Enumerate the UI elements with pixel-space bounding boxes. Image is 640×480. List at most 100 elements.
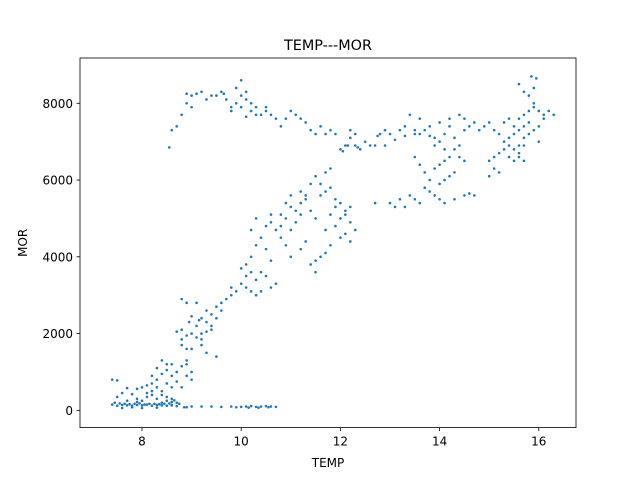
data-point [160, 401, 164, 404]
data-point [349, 205, 352, 209]
data-point [190, 105, 193, 109]
data-point [408, 113, 412, 117]
data-point [289, 109, 293, 113]
data-point [349, 220, 352, 224]
data-point [547, 109, 551, 113]
data-point [423, 186, 427, 190]
data-points [110, 75, 555, 410]
data-point [324, 228, 327, 232]
data-point [443, 148, 446, 151]
x-tick-label: 14 [432, 435, 447, 449]
data-point [155, 378, 159, 381]
data-point [512, 125, 516, 128]
data-point [244, 286, 248, 289]
data-point [532, 128, 536, 132]
data-point [349, 240, 352, 243]
data-point [512, 148, 516, 151]
data-point [339, 217, 342, 220]
data-point [180, 328, 183, 332]
data-point [527, 94, 531, 97]
data-point [284, 201, 288, 205]
data-point [239, 405, 243, 409]
data-point [264, 274, 268, 278]
data-point [123, 402, 126, 406]
data-point [428, 134, 431, 138]
data-point [507, 136, 511, 140]
data-point [502, 148, 506, 151]
data-point [418, 117, 422, 120]
data-point [113, 401, 117, 404]
y-tick-label: 6000 [42, 174, 73, 188]
data-point [135, 403, 139, 407]
data-point [269, 220, 273, 224]
data-point [148, 402, 151, 406]
data-point [304, 194, 307, 197]
data-point [170, 404, 174, 407]
data-point [522, 144, 526, 147]
data-point [334, 132, 337, 136]
data-point [170, 362, 174, 366]
data-point [254, 243, 258, 247]
data-point [314, 259, 317, 262]
data-point [314, 217, 317, 220]
data-point [150, 393, 154, 397]
data-point [433, 144, 436, 147]
data-point [229, 293, 233, 297]
data-point [458, 144, 461, 147]
data-point [423, 128, 427, 132]
data-point [314, 132, 317, 136]
data-point [170, 400, 174, 404]
data-point [197, 318, 201, 322]
data-point [294, 113, 298, 117]
data-point [115, 404, 119, 408]
y-tick-label: 2000 [42, 327, 73, 341]
data-point [468, 125, 471, 128]
data-point [448, 125, 451, 128]
data-point [537, 109, 541, 113]
data-point [289, 205, 293, 209]
data-point [319, 255, 322, 259]
data-point [517, 82, 521, 86]
data-point [344, 213, 347, 216]
data-point [220, 405, 223, 409]
data-point [468, 192, 471, 195]
data-point [438, 163, 441, 166]
data-point [244, 274, 248, 278]
data-point [443, 178, 446, 182]
data-point [125, 386, 129, 390]
data-point [339, 236, 342, 239]
data-point [135, 400, 139, 404]
data-point [458, 113, 461, 117]
data-point [155, 406, 159, 409]
data-point [254, 217, 258, 220]
data-point [185, 359, 188, 362]
data-point [200, 405, 203, 408]
data-point [324, 171, 327, 174]
data-point [205, 309, 208, 312]
data-point [138, 402, 141, 405]
data-point [145, 403, 149, 406]
data-point [502, 140, 506, 143]
data-point [145, 395, 149, 399]
data-point [473, 121, 476, 124]
data-point [324, 132, 327, 136]
x-tick-label: 8 [138, 435, 146, 449]
data-point [259, 290, 263, 293]
data-point [195, 324, 198, 328]
data-point [344, 144, 347, 147]
data-point [319, 182, 322, 186]
data-point [527, 109, 531, 113]
data-point [408, 194, 412, 197]
data-point [234, 290, 238, 293]
data-point [517, 128, 521, 132]
data-point [180, 113, 183, 117]
data-point [143, 403, 146, 406]
data-point [413, 155, 417, 159]
data-point [170, 397, 174, 401]
data-point [289, 228, 293, 232]
data-point [344, 209, 347, 213]
data-point [413, 197, 417, 201]
data-point [274, 282, 278, 285]
data-point [341, 149, 345, 153]
data-point [279, 236, 283, 239]
